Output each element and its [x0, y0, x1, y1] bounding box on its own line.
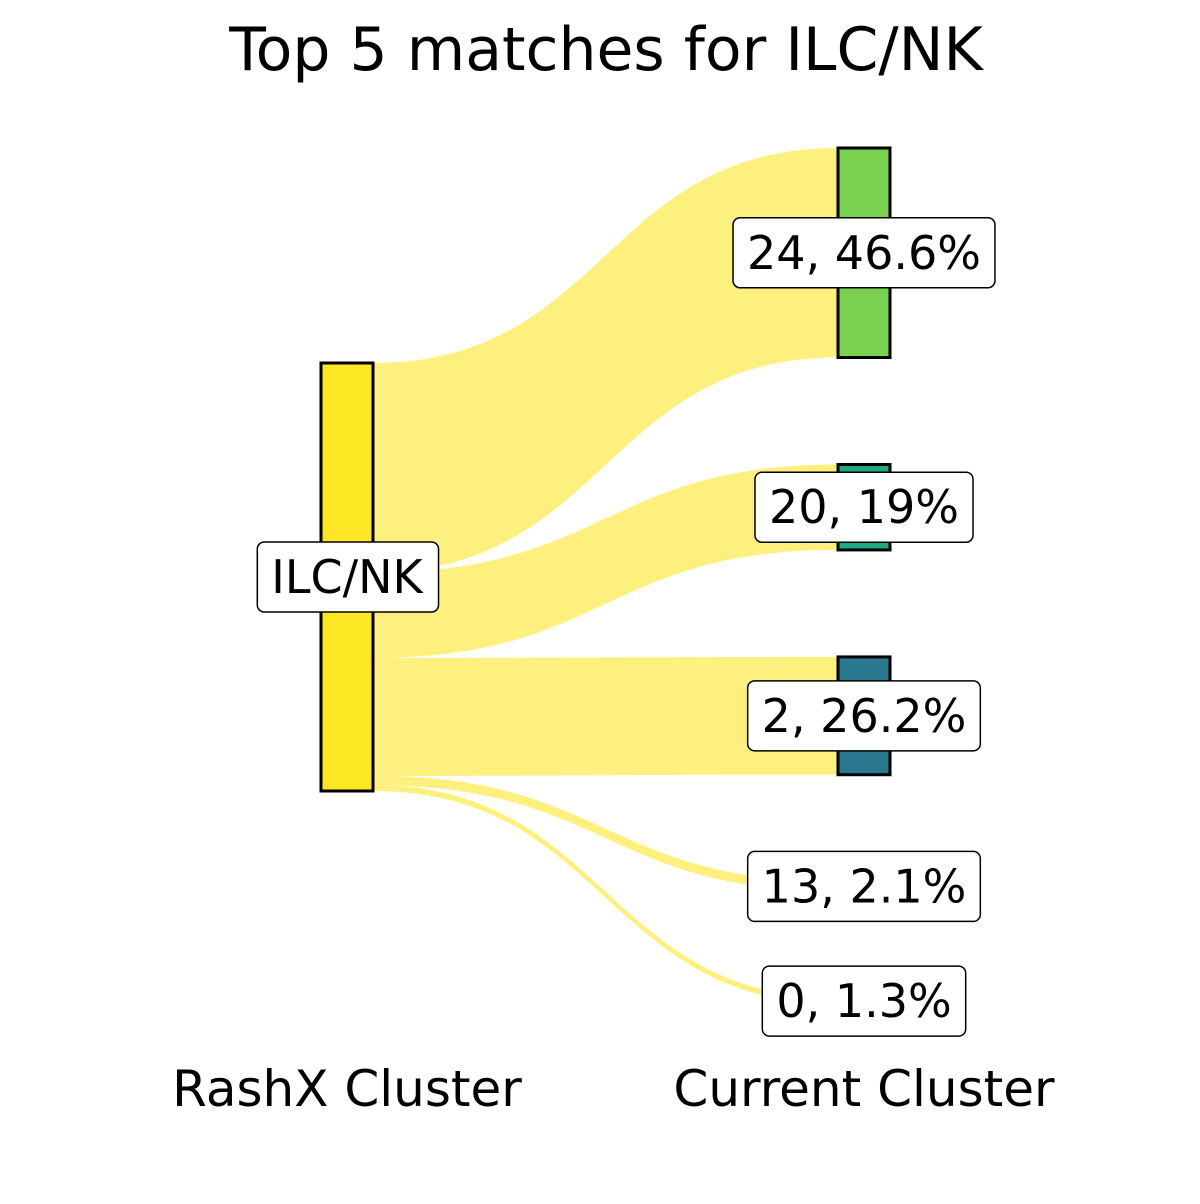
labels-layer: ILC/NK 24, 46.6% 20, 19% 2, 26.2% 13, 2.1% 0,… [256, 217, 996, 1037]
source-label-box [256, 541, 440, 613]
flow-24 [373, 148, 838, 573]
target-label-2: 2, 26.2% [746, 680, 982, 752]
target-label-2-text: 2, 26.2% [762, 689, 967, 743]
target-label-0-box [761, 965, 967, 1037]
target-label-0-text: 0, 1.3% [776, 974, 951, 1028]
flow-13 [373, 775, 838, 892]
target-label-20: 20, 19% [754, 471, 974, 543]
source-label: ILC/NK [256, 541, 440, 613]
target-label-13: 13, 2.1% [746, 850, 982, 923]
flow-20 [373, 464, 838, 658]
target-label-20-box [754, 471, 974, 543]
target-label-13-box [746, 850, 982, 923]
right-axis-label: Current Cluster [673, 1060, 1055, 1118]
flow-0 [373, 785, 838, 1004]
target-label-2-box [746, 680, 982, 752]
target-label-24-text: 24, 46.6% [747, 226, 981, 280]
flow-2 [373, 656, 838, 776]
source-label-text: ILC/NK [271, 550, 424, 604]
target-label-24-box [732, 217, 996, 289]
target-label-20-text: 20, 19% [769, 480, 959, 534]
target-label-0: 0, 1.3% [761, 965, 967, 1037]
flows-layer [373, 148, 838, 1004]
target-label-24: 24, 46.6% [732, 217, 996, 289]
left-axis-label: RashX Cluster [172, 1060, 522, 1118]
chart-title: Top 5 matches for ILC/NK [228, 15, 984, 85]
target-label-13-text: 13, 2.1% [762, 859, 967, 913]
